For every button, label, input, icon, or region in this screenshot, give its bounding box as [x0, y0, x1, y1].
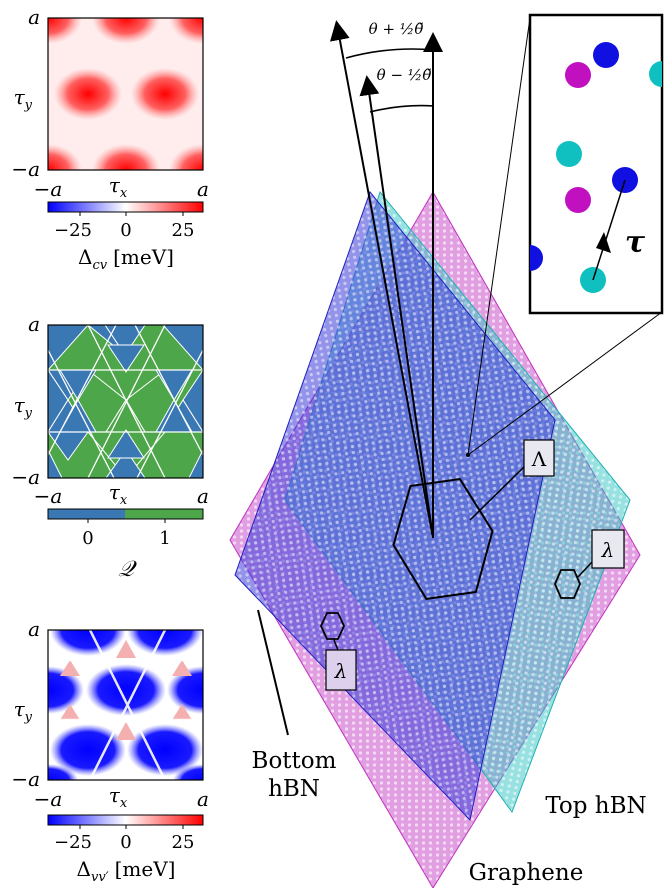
- colorbar-label: Δcv [meV]: [78, 245, 174, 273]
- x-axis-label: τx: [109, 480, 128, 508]
- x-max-label: a: [197, 787, 209, 811]
- frame-delta-vv: [47, 629, 204, 781]
- inset-zoom: τ: [528, 13, 664, 315]
- inset-atom-cyan: [556, 141, 582, 167]
- small-hexagon-right: [554, 569, 581, 599]
- frame-delta-cv: [47, 17, 204, 171]
- cbar-tick: 0: [82, 528, 93, 549]
- inset-atom-blue: [530, 245, 543, 271]
- lattice-stack: θ + ½θ̃ θ − ½θ̃ Λ λ λ: [229, 13, 664, 888]
- small-label-right-box: [591, 529, 625, 569]
- inset-atom-cyan: [649, 61, 662, 87]
- heatmap-delta-vv: [48, 630, 203, 780]
- tau-arrowhead-icon: [596, 232, 611, 253]
- y-min-label: −a: [11, 767, 40, 791]
- x-min-label: −a: [34, 787, 63, 811]
- small-label-left: λ: [334, 659, 348, 683]
- panel-delta-cv: a −a τy −a a τx −25 0 25 Δcv [meV]: [11, 5, 209, 273]
- x-axis-label: τx: [109, 783, 128, 811]
- y-max-label: a: [28, 5, 40, 29]
- vector-bottom: [359, 75, 434, 539]
- cbar-tick: −25: [54, 220, 92, 241]
- graphene-label: Graphene: [469, 860, 584, 886]
- cbar-tick: 0: [120, 220, 131, 241]
- angle-inner-label: θ − ½θ̃: [377, 66, 432, 84]
- colorbar-delta-vv: [47, 814, 204, 826]
- vector-top: [330, 20, 434, 539]
- bottom-hbn-layer: [234, 190, 556, 822]
- bottom-hbn-label-2: hBN: [268, 776, 320, 802]
- y-max-label: a: [28, 312, 40, 336]
- moire-hexagon: [392, 477, 494, 600]
- cbar-tick: 0: [120, 832, 131, 853]
- y-min-label: −a: [11, 465, 40, 489]
- inset-atom-magenta: [565, 62, 591, 88]
- inset-frame: [528, 13, 664, 315]
- heatmap-q: [48, 325, 203, 478]
- bottom-hbn-pointer: [257, 609, 289, 736]
- y-axis-label: τy: [14, 697, 33, 725]
- colorbar-delta-cv: [47, 201, 204, 213]
- x-min-label: −a: [34, 484, 63, 508]
- inset-atom-magenta: [565, 187, 591, 213]
- colorbar-q-one: [125, 509, 203, 519]
- bottom-hbn-label-1: Bottom: [252, 748, 337, 774]
- cbar-tick: −25: [54, 832, 92, 853]
- x-max-label: a: [197, 484, 209, 508]
- colorbar-q: [47, 508, 204, 520]
- colorbar-label: 𝒬: [118, 557, 137, 582]
- frame-q: [47, 324, 204, 479]
- top-hbn-label: Top hBN: [545, 793, 646, 819]
- inset-atom-blue: [593, 42, 619, 68]
- heatmap-delta-cv: [48, 18, 203, 170]
- cbar-tick: 25: [172, 832, 195, 853]
- angle-arc-inner: [369, 104, 435, 113]
- colorbar-q-zero: [48, 509, 125, 519]
- angle-outer-label: θ + ½θ̃: [369, 20, 424, 38]
- small-label-right: λ: [601, 538, 615, 562]
- panel-delta-vv: a −a τy −a a τx −25 0 25 Δvv′ [meV]: [11, 617, 209, 885]
- y-axis-label: τy: [14, 393, 33, 421]
- panel-q: a −a τy −a a τx 0 1 𝒬: [11, 312, 209, 582]
- cbar-tick: 25: [172, 220, 195, 241]
- y-min-label: −a: [11, 157, 40, 181]
- moire-label-box: [523, 439, 555, 477]
- small-hexagon-left: [320, 612, 345, 640]
- moire-label: Λ: [531, 447, 547, 471]
- y-max-label: a: [28, 617, 40, 641]
- x-axis-label: τx: [109, 173, 128, 201]
- small-label-left-box: [325, 649, 357, 691]
- cbar-tick: 1: [159, 528, 170, 549]
- angle-arc-outer: [345, 48, 435, 59]
- x-max-label: a: [197, 177, 209, 201]
- colorbar-label: Δvv′ [meV]: [77, 857, 176, 885]
- tau-label: τ: [625, 225, 646, 260]
- y-axis-label: τy: [14, 85, 33, 113]
- x-min-label: −a: [34, 177, 63, 201]
